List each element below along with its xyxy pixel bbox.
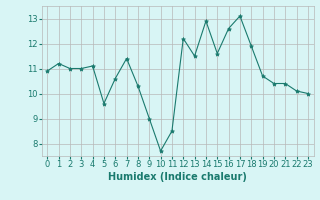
X-axis label: Humidex (Indice chaleur): Humidex (Indice chaleur)	[108, 172, 247, 182]
